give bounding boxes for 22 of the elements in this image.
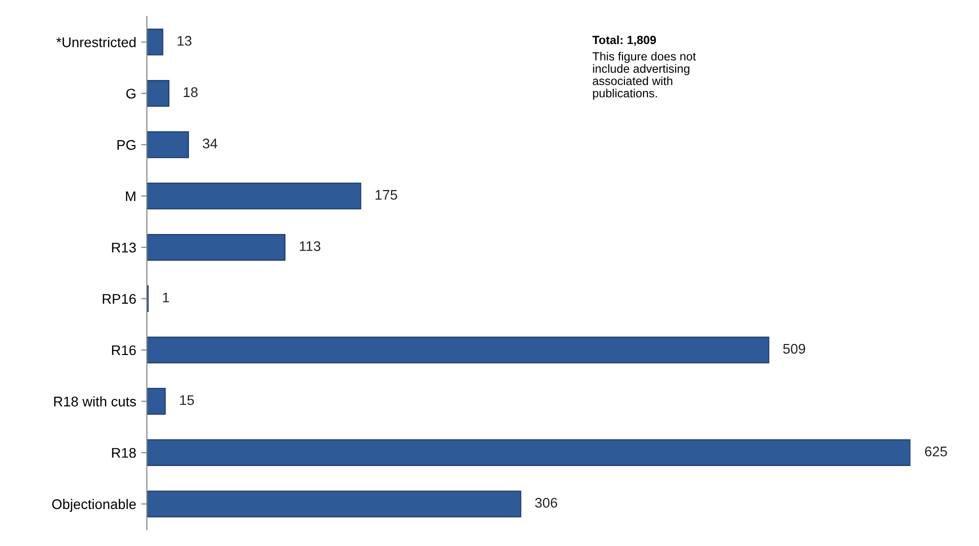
annotation: This figure does not include advertising associated with publications. <box>592 52 696 100</box>
annotation: Total: 1,809 <box>592 35 656 46</box>
data-label: 18 <box>184 87 198 98</box>
y-tick-label: R13 <box>112 242 136 253</box>
y-tick-label: R18 <box>112 448 136 458</box>
data-label: 509 <box>783 344 806 354</box>
data-label: 1 <box>163 292 170 302</box>
y-tick-label: R18 with cuts <box>54 396 136 406</box>
data-label: 625 <box>925 446 947 456</box>
y-tick-label: G <box>126 88 136 99</box>
data-label: 13 <box>178 36 192 46</box>
y-tick-label: M <box>126 191 136 202</box>
y-tick-label: R16 <box>112 345 136 356</box>
y-tick-label: *Unrestricted <box>56 37 136 48</box>
data-label: 175 <box>376 190 398 200</box>
data-label: 34 <box>202 138 218 148</box>
y-tick-label: PG <box>118 140 136 150</box>
y-tick-label: RP16 <box>102 294 136 304</box>
y-tick-label: Objectionable <box>52 498 136 512</box>
data-label: 15 <box>180 395 194 406</box>
data-label: 306 <box>535 498 558 508</box>
data-label: 113 <box>300 241 320 252</box>
